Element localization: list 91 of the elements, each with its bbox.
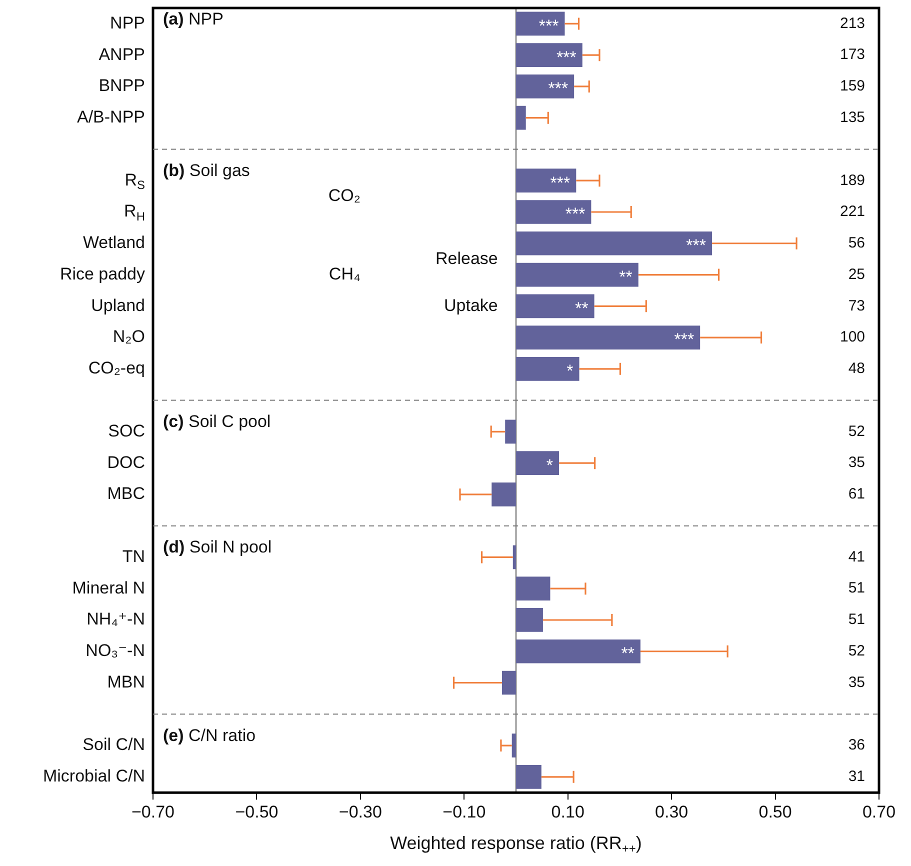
annotation: 73	[848, 297, 866, 314]
y-tick-label: Rice paddy	[60, 264, 146, 284]
y-tick-label: Mineral N	[72, 578, 146, 598]
bar	[516, 200, 592, 224]
annotation: 25	[848, 266, 866, 283]
y-tick-label: Soil C/N	[82, 735, 146, 754]
x-tick-label: −0.30	[338, 802, 382, 822]
annotation: *	[546, 456, 554, 475]
annotation: ***	[538, 16, 560, 36]
annotation: (c) Soil C pool	[163, 412, 271, 431]
annotation: 52	[848, 422, 866, 440]
y-tick-label: TN	[122, 546, 146, 566]
annotation: 56	[848, 234, 866, 252]
annotation: 51	[848, 580, 866, 597]
bar	[516, 231, 712, 256]
x-tick-label: −0.10	[442, 802, 486, 822]
y-tick-label: NO₃⁻-N	[86, 641, 146, 660]
bar	[516, 168, 576, 193]
y-tick-label: ANPP	[98, 44, 146, 64]
y-tick-label: CO₂-eq	[88, 358, 145, 378]
annotation: ***	[548, 79, 568, 98]
annotation: 213	[840, 14, 866, 32]
annotation: 36	[848, 736, 866, 754]
bar	[516, 262, 638, 287]
annotation: ***	[550, 173, 571, 192]
annotation: **	[621, 644, 635, 664]
y-tick-label: N₂O	[112, 327, 146, 346]
bar	[516, 74, 574, 98]
annotation: **	[619, 267, 633, 286]
annotation: 35	[848, 454, 866, 472]
annotation: ***	[565, 204, 586, 224]
annotation: 189	[840, 172, 866, 189]
bar	[502, 670, 516, 695]
y-tick-label: A/B-NPP	[76, 108, 146, 127]
annotation: (a) NPP	[163, 9, 224, 28]
y-tick-label: NPP	[110, 13, 146, 32]
annotation: 52	[848, 642, 866, 660]
annotation: (e) C/N ratio	[163, 726, 256, 745]
annotation: CH₄	[328, 264, 360, 284]
annotation: (d) Soil N pool	[163, 538, 272, 557]
annotation: 100	[840, 328, 866, 346]
x-tick-label: 0.50	[758, 802, 792, 822]
bar	[516, 326, 700, 350]
y-tick-label: DOC	[107, 452, 146, 472]
y-tick-label: MBC	[107, 484, 146, 504]
bar	[516, 639, 640, 664]
bar	[505, 420, 516, 444]
bar	[516, 294, 594, 318]
bar	[516, 451, 560, 475]
y-tick-label: MBN	[107, 672, 146, 692]
y-tick-label: Upland	[91, 296, 146, 315]
x-axis-title: Weighted response ratio (RR++)	[390, 832, 642, 856]
bar	[512, 734, 516, 758]
y-tick-label: NH₄⁺-N	[86, 610, 145, 629]
annotation: Release	[435, 248, 498, 268]
bar	[516, 576, 550, 601]
bar	[516, 106, 526, 130]
x-tick-label: −0.50	[235, 802, 278, 822]
y-tick-label: BNPP	[98, 76, 146, 96]
y-tick-label: Wetland	[82, 233, 146, 252]
annotation: ***	[674, 330, 694, 350]
x-tick-label: −0.70	[131, 802, 175, 822]
bar	[516, 12, 565, 36]
annotation: 48	[848, 360, 866, 378]
annotation: 31	[848, 768, 866, 786]
bar	[492, 482, 516, 506]
bar	[512, 545, 516, 570]
annotation: 135	[840, 108, 866, 126]
x-tick-label: 0.70	[862, 802, 896, 822]
annotation: Uptake	[444, 296, 498, 315]
bar	[516, 356, 580, 381]
annotation: *	[566, 362, 574, 381]
annotation: (b) Soil gas	[163, 160, 250, 180]
annotation: **	[575, 298, 589, 318]
annotation: 41	[848, 548, 866, 566]
annotation: CO₂	[328, 186, 360, 205]
bar	[516, 764, 542, 789]
annotation: 221	[840, 203, 866, 220]
annotation: 159	[840, 78, 866, 95]
annotation: ***	[686, 236, 706, 256]
annotation: 173	[840, 46, 866, 64]
annotation: 51	[848, 611, 866, 628]
bar	[516, 43, 582, 67]
x-tick-label: 0.10	[551, 802, 584, 822]
x-tick-label: 0.30	[655, 802, 688, 822]
annotation: 35	[848, 674, 866, 691]
bar	[516, 608, 543, 632]
y-tick-label: Microbial C/N	[42, 766, 146, 786]
annotation: ***	[556, 48, 577, 67]
annotation: 61	[848, 486, 866, 503]
y-tick-label: SOC	[108, 421, 146, 440]
